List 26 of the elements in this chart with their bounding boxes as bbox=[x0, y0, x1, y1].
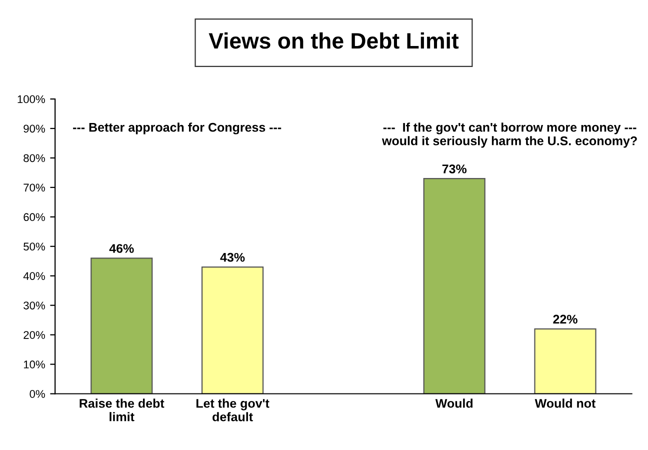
x-tick-label: Raise the debt limit bbox=[80, 398, 164, 422]
y-tick-label: 70% bbox=[24, 184, 45, 192]
y-tick-label: 80% bbox=[24, 154, 45, 162]
data-label: 46% bbox=[109, 244, 134, 253]
data-label: 43% bbox=[220, 252, 245, 262]
y-tick-label: 100% bbox=[18, 95, 45, 104]
bar bbox=[534, 328, 596, 394]
y-tick-label: 50% bbox=[24, 242, 45, 251]
bar bbox=[423, 178, 486, 394]
bar bbox=[201, 266, 264, 394]
y-tick-label: 20% bbox=[24, 331, 45, 339]
y-tick-label: 0% bbox=[30, 390, 45, 398]
y-tick-label: 40% bbox=[23, 272, 45, 280]
data-label: 22% bbox=[553, 314, 578, 324]
annotation: --- If the gov't can't borrow more money --- would it seriously harm the U.S. economy? bbox=[382, 122, 637, 148]
bar bbox=[90, 258, 153, 394]
x-tick-label: Let the gov't default bbox=[196, 398, 270, 422]
data-label: 73% bbox=[442, 164, 467, 174]
x-tick-label: Would not bbox=[534, 398, 596, 408]
y-tick-label: 90% bbox=[24, 124, 45, 133]
chart-title: Views on the Debt Limit bbox=[208, 32, 459, 49]
x-tick-label: Would bbox=[435, 398, 473, 408]
annotation: --- Better approach for Congress --- bbox=[73, 122, 282, 134]
y-tick-label: 30% bbox=[24, 302, 45, 310]
y-tick-label: 10% bbox=[24, 360, 45, 368]
y-tick-label: 60% bbox=[24, 213, 45, 222]
